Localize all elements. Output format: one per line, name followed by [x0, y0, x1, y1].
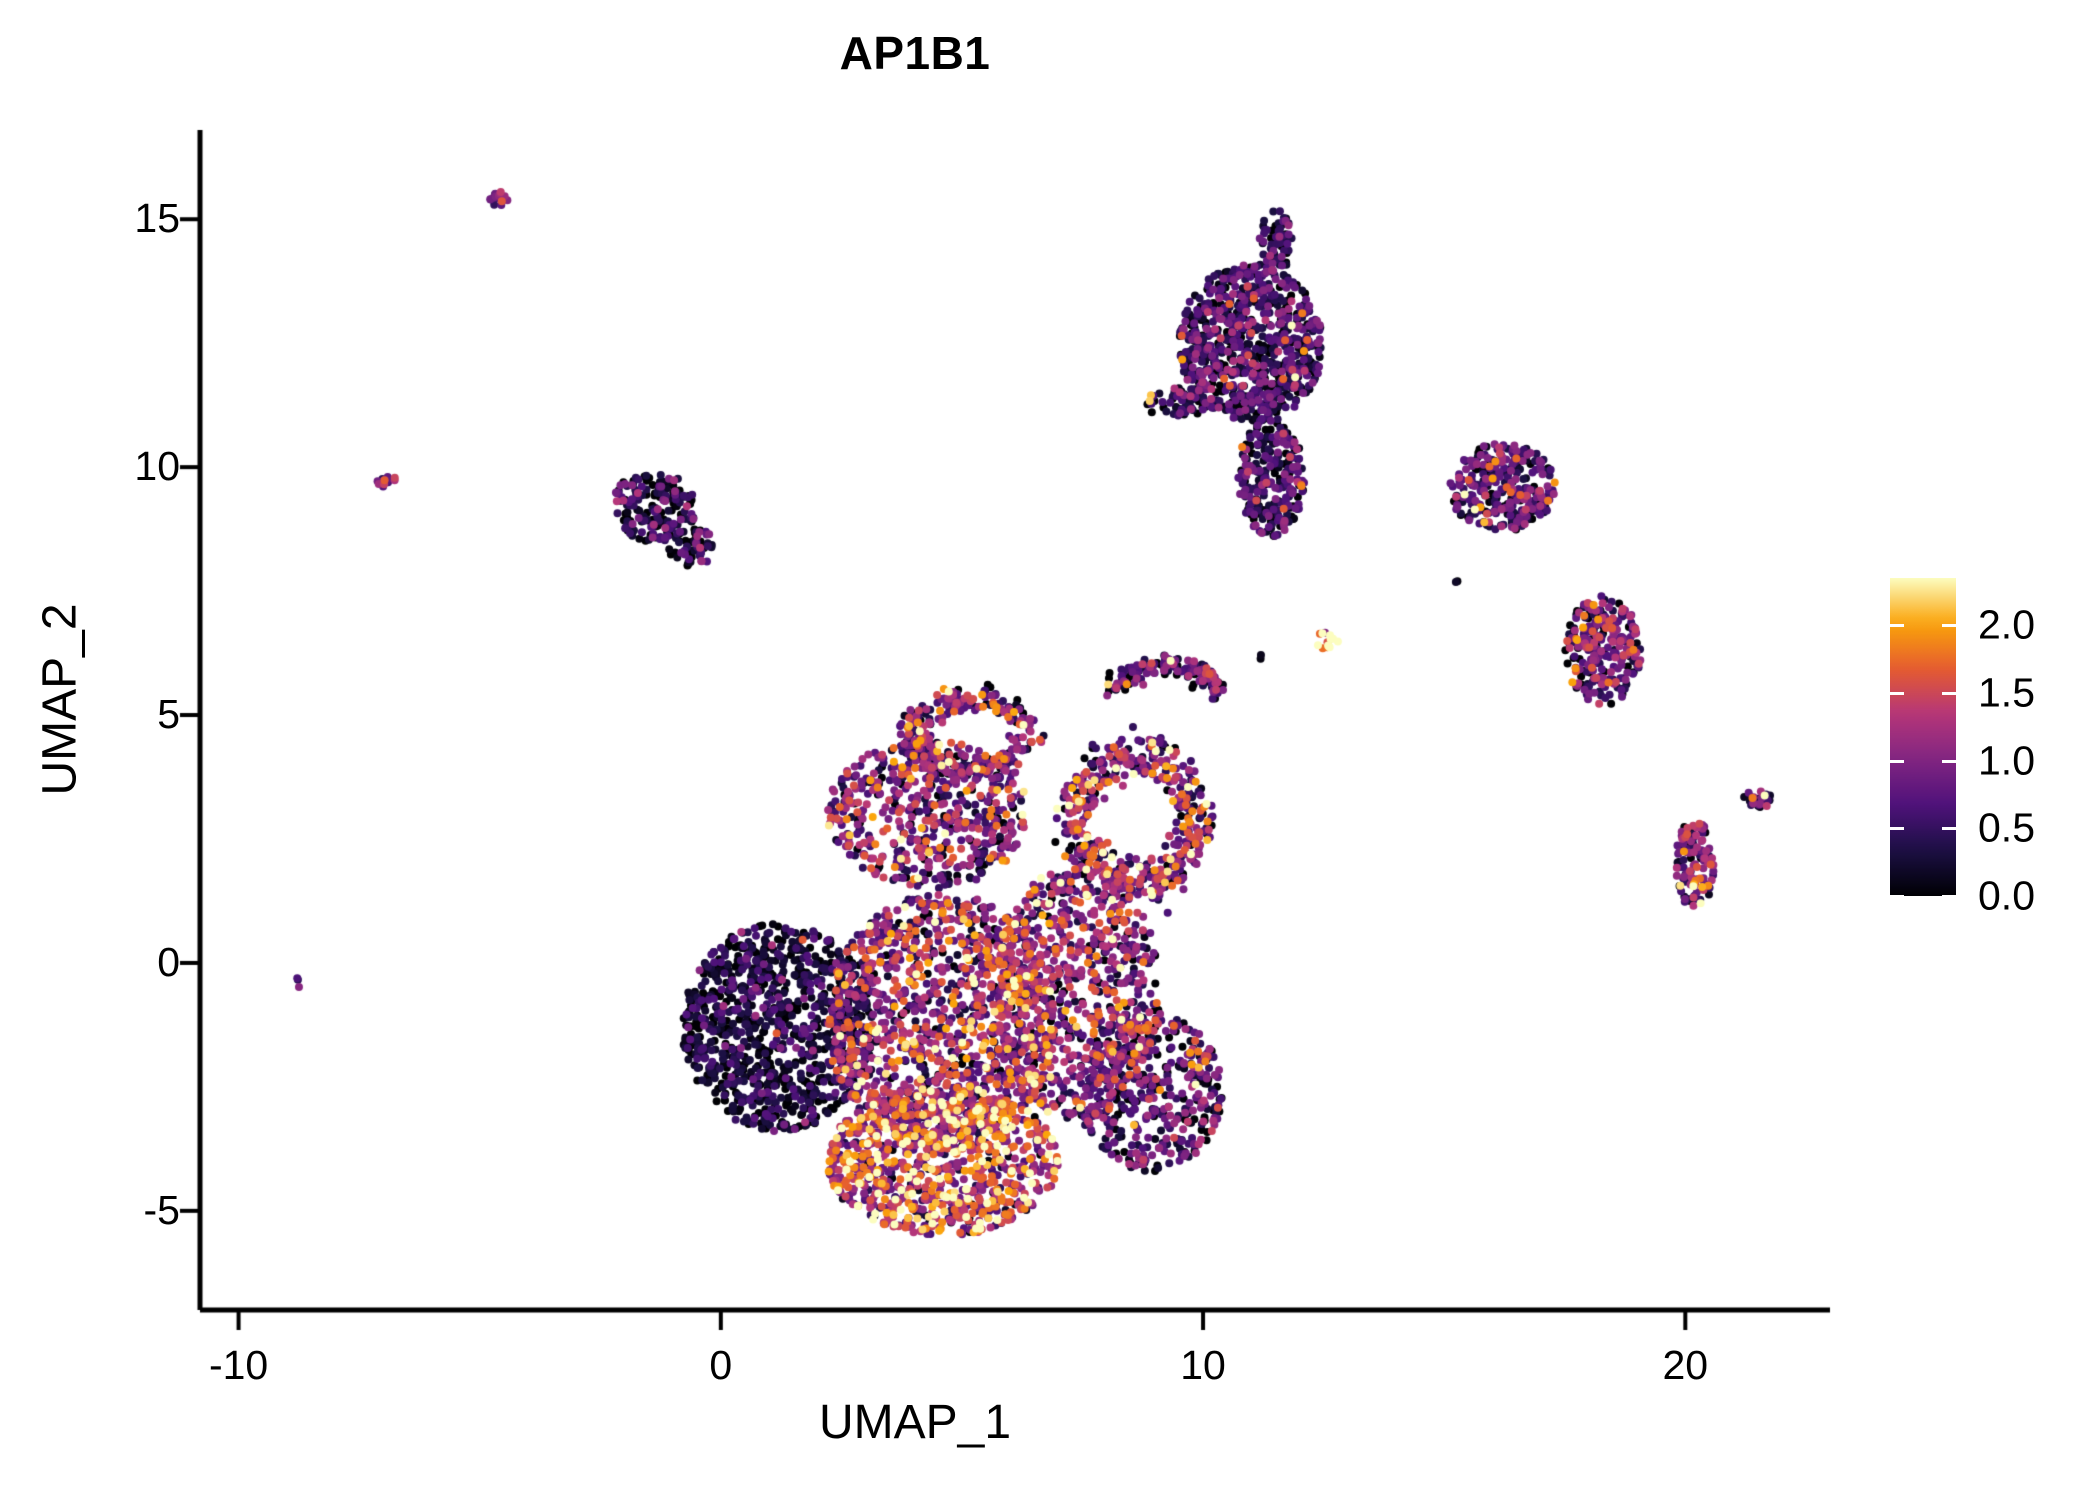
x-axis-title: UMAP_1: [818, 1396, 1012, 1449]
colorbar-tick-mark: [1890, 827, 1904, 831]
colorbar-tick-mark: [1942, 827, 1956, 831]
color-legend: 0.0 0.5 1.0 1.5 2.0: [1890, 560, 2090, 920]
colorbar-label-0.5: 0.5: [1978, 804, 2035, 851]
colorbar-tick-mark: [1890, 895, 1904, 898]
y-tick-10: 10: [134, 443, 180, 490]
colorbar-tick-mark: [1890, 759, 1904, 763]
colorbar-label-1.0: 1.0: [1978, 737, 2035, 784]
colorbar-tick-mark: [1942, 692, 1956, 696]
colorbar-tick-mark: [1942, 895, 1956, 898]
y-tick-0: 0: [157, 938, 180, 985]
x-tick-20: 20: [1662, 1342, 1709, 1388]
x-tick-0: 0: [709, 1342, 733, 1388]
y-tick-15: 15: [134, 195, 180, 242]
colorbar-gradient: [1890, 578, 1956, 896]
x-tick--10: -10: [208, 1342, 269, 1388]
colorbar-tick-mark: [1890, 692, 1904, 696]
y-tick-5: 5: [157, 691, 180, 738]
colorbar-tick-mark: [1942, 624, 1956, 628]
colorbar-tick-mark: [1942, 759, 1956, 763]
colorbar-tick-mark: [1890, 624, 1904, 628]
x-tick-10: 10: [1180, 1342, 1226, 1388]
colorbar-label-2.0: 2.0: [1978, 601, 2035, 648]
colorbar-label-1.5: 1.5: [1978, 669, 2035, 716]
colorbar-label-0.0: 0.0: [1978, 872, 2035, 919]
y-tick--5: -5: [143, 1186, 180, 1233]
